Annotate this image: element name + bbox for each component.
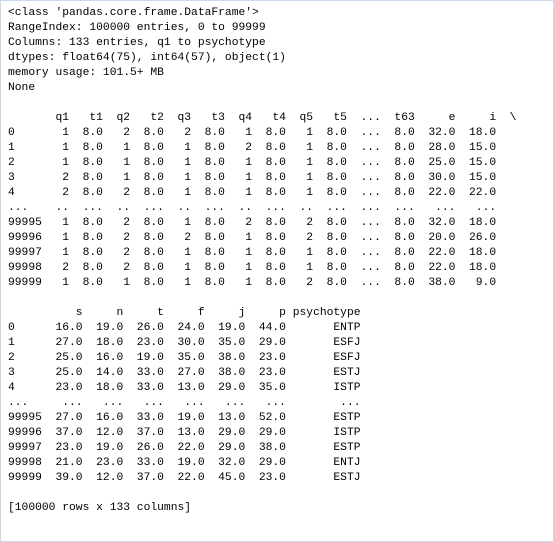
text-line: 2 25.0 16.0 19.0 35.0 38.0 23.0 ESFJ bbox=[8, 352, 361, 364]
text-line: 3 25.0 14.0 33.0 27.0 38.0 23.0 ESTJ bbox=[8, 367, 361, 379]
text-line: None bbox=[8, 82, 36, 94]
text-line: 3 2 8.0 1 8.0 1 8.0 1 8.0 1 8.0 ... 8.0 … bbox=[8, 172, 497, 184]
text-line: 99995 1 8.0 2 8.0 1 8.0 2 8.0 2 8.0 ... … bbox=[8, 217, 497, 229]
text-line: 4 2 8.0 2 8.0 1 8.0 1 8.0 1 8.0 ... 8.0 … bbox=[8, 187, 497, 199]
text-line: <class 'pandas.core.frame.DataFrame'> bbox=[8, 7, 259, 19]
text-line: ... ... ... ... ... ... ... ... bbox=[8, 397, 361, 409]
text-line: ... .. ... .. ... .. ... .. ... .. ... .… bbox=[8, 202, 497, 214]
text-line: 99999 1 8.0 1 8.0 1 8.0 1 8.0 2 8.0 ... … bbox=[8, 277, 497, 289]
text-line: RangeIndex: 100000 entries, 0 to 99999 bbox=[8, 22, 266, 34]
table-block: s n t f j p psychotype 0 16.0 19.0 26.0 2… bbox=[8, 306, 516, 486]
text-line: 1 1 8.0 1 8.0 1 8.0 2 8.0 1 8.0 ... 8.0 … bbox=[8, 142, 497, 154]
text-line: 99995 27.0 16.0 33.0 19.0 13.0 52.0 ESTP bbox=[8, 412, 361, 424]
text-line: 99997 1 8.0 2 8.0 1 8.0 1 8.0 1 8.0 ... … bbox=[8, 247, 497, 259]
text-line: 99996 1 8.0 2 8.0 2 8.0 1 8.0 2 8.0 ... … bbox=[8, 232, 497, 244]
console-output: <class 'pandas.core.frame.DataFrame'> Ran… bbox=[8, 6, 516, 516]
footer-line: [100000 rows x 133 columns] bbox=[8, 502, 192, 514]
text-line: 0 16.0 19.0 26.0 24.0 19.0 44.0 ENTP bbox=[8, 322, 361, 334]
text-line: 99998 2 8.0 2 8.0 1 8.0 1 8.0 1 8.0 ... … bbox=[8, 262, 497, 274]
text-line: Columns: 133 entries, q1 to psychotype bbox=[8, 37, 266, 49]
text-line: 1 27.0 18.0 23.0 30.0 35.0 29.0 ESFJ bbox=[8, 337, 361, 349]
text-line: 4 23.0 18.0 33.0 13.0 29.0 35.0 ISTP bbox=[8, 382, 361, 394]
text-line: 99998 21.0 23.0 33.0 19.0 32.0 29.0 ENTJ bbox=[8, 457, 361, 469]
text-line: 99999 39.0 12.0 37.0 22.0 45.0 23.0 ESTJ bbox=[8, 472, 361, 484]
text-line: 0 1 8.0 2 8.0 2 8.0 1 8.0 1 8.0 ... 8.0 … bbox=[8, 127, 497, 139]
text-line: 99996 37.0 12.0 37.0 13.0 29.0 29.0 ISTP bbox=[8, 427, 361, 439]
text-line: memory usage: 101.5+ MB bbox=[8, 67, 164, 79]
text-line: 99997 23.0 19.0 26.0 22.0 29.0 38.0 ESTP bbox=[8, 442, 361, 454]
table-block: q1 t1 q2 t2 q3 t3 q4 t4 q5 t5 ... t63 e … bbox=[8, 111, 516, 291]
text-line: dtypes: float64(75), int64(57), object(1… bbox=[8, 52, 286, 64]
info-block: <class 'pandas.core.frame.DataFrame'> Ran… bbox=[8, 6, 516, 96]
text-line: 2 1 8.0 1 8.0 1 8.0 1 8.0 1 8.0 ... 8.0 … bbox=[8, 157, 497, 169]
text-line: q1 t1 q2 t2 q3 t3 q4 t4 q5 t5 ... t63 e … bbox=[8, 112, 517, 124]
text-line: s n t f j p psychotype bbox=[8, 307, 361, 319]
